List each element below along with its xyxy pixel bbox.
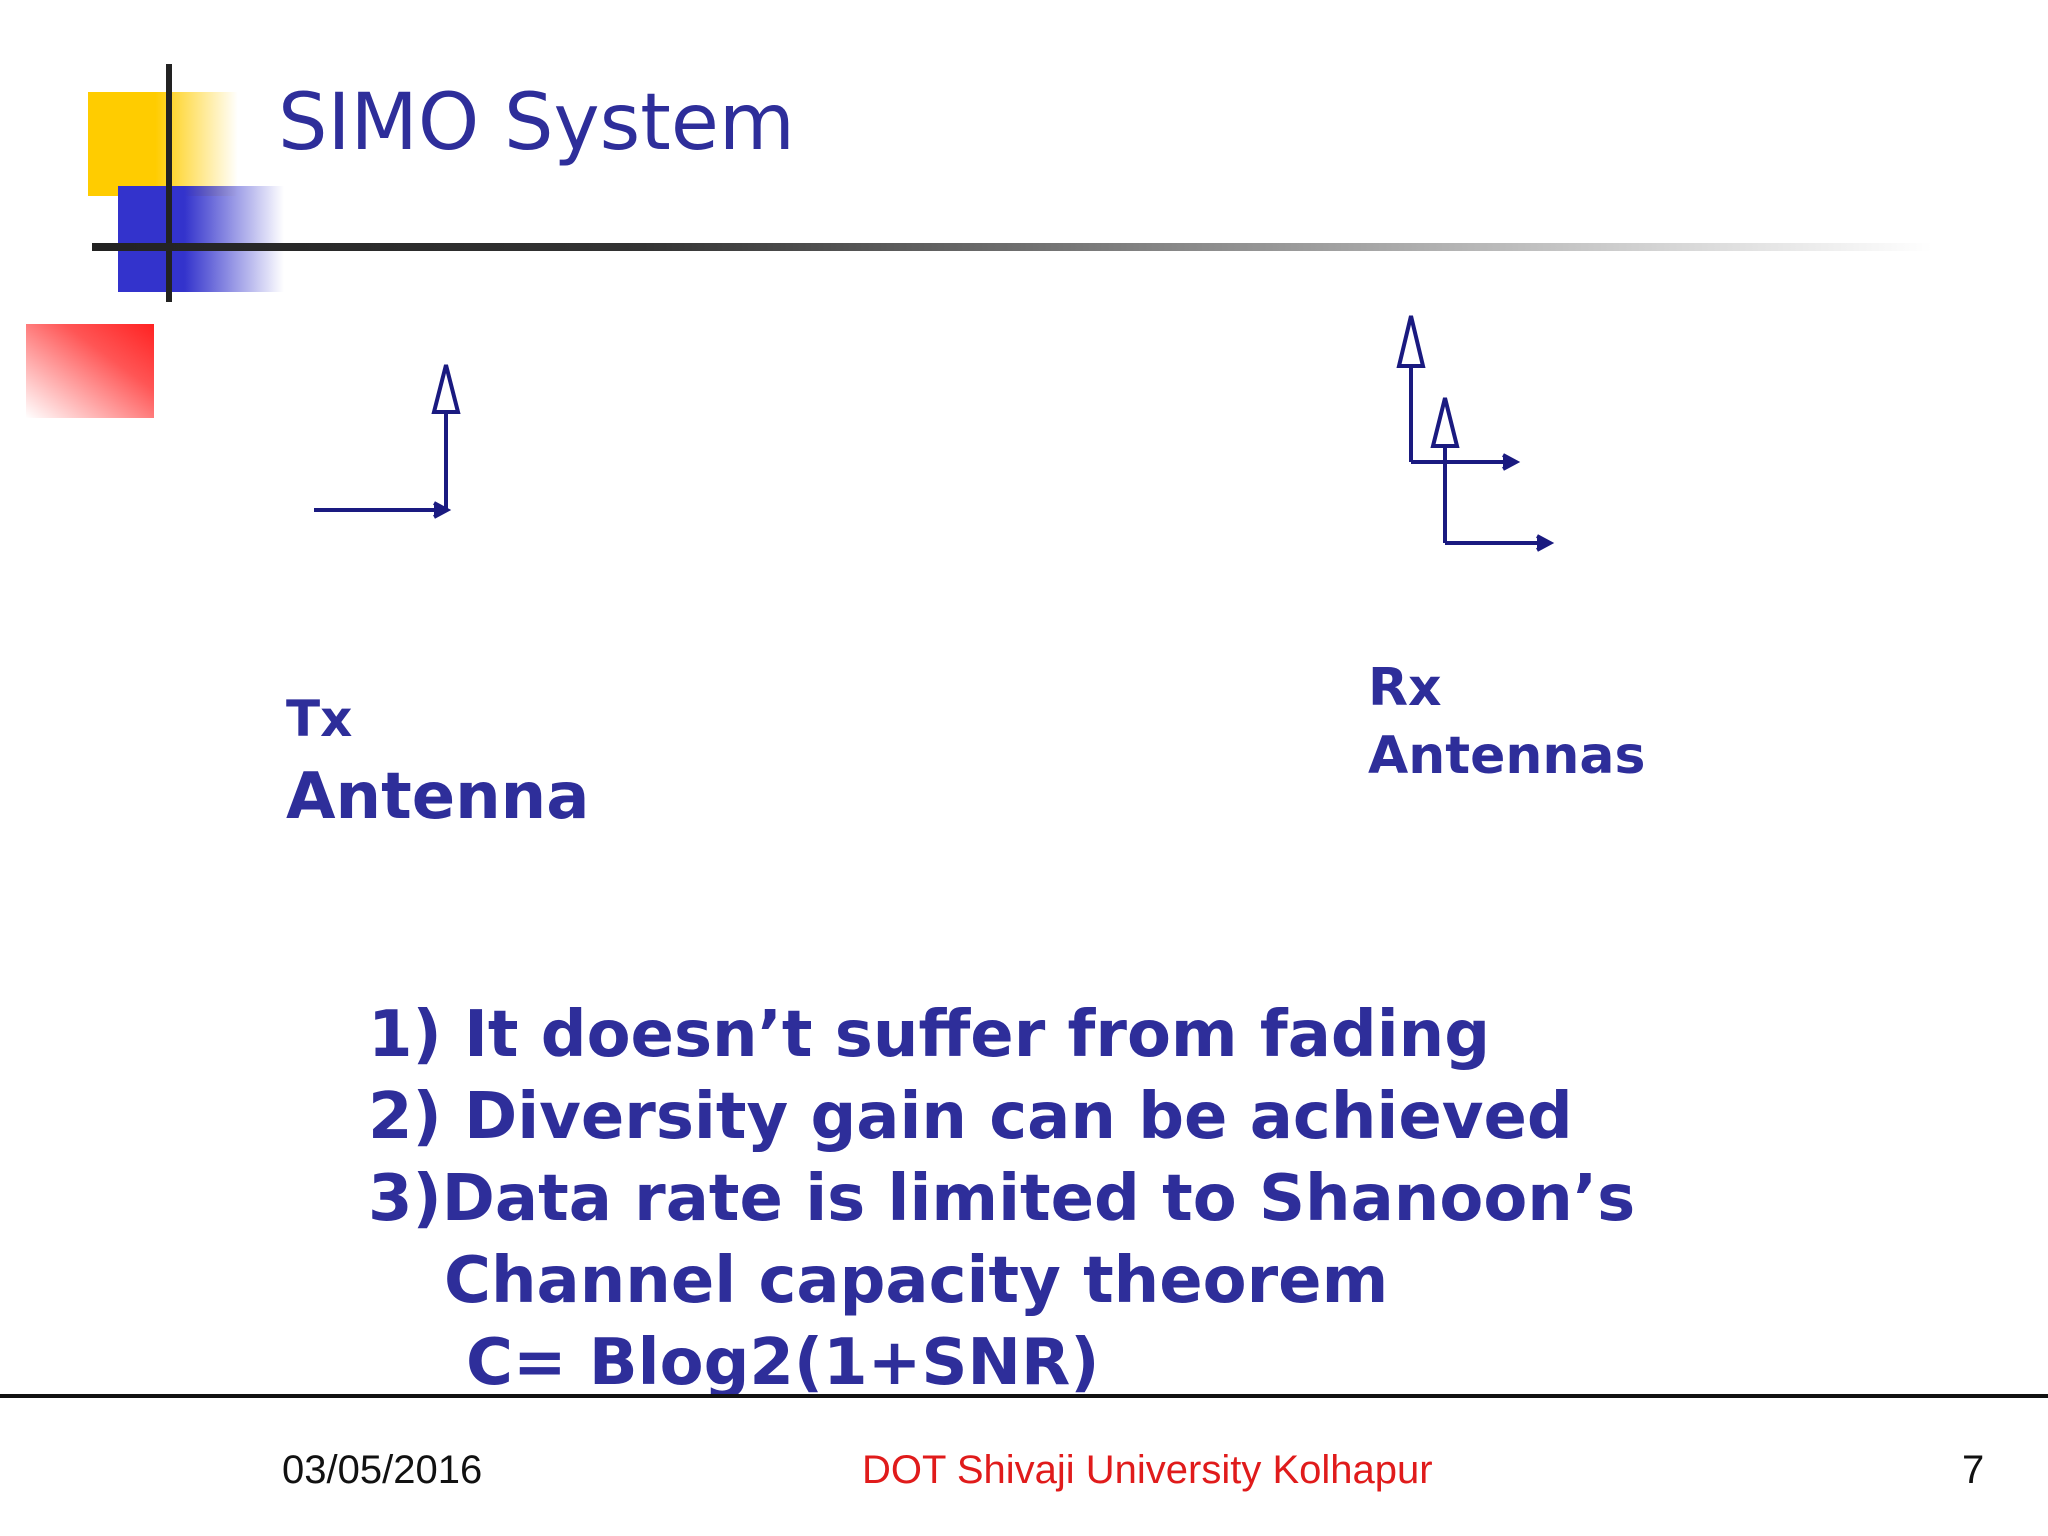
red-square xyxy=(26,324,154,418)
footer-page-number: 7 xyxy=(1962,1448,1985,1492)
tx-antenna-label: Antenna xyxy=(286,760,590,834)
capacity-formula: C= Blog2(1+SNR) xyxy=(466,1326,1100,1400)
footer-date: 03/05/2016 xyxy=(282,1448,483,1492)
blue-square xyxy=(118,186,284,292)
point-3-continued: Channel capacity theorem xyxy=(444,1244,1389,1318)
rx-label: Rx xyxy=(1368,658,1442,718)
footer-org: DOT Shivaji University Kolhapur xyxy=(862,1448,1433,1492)
vertical-rule xyxy=(166,64,172,302)
rx-antenna-icon-1 xyxy=(1396,315,1521,471)
slide-title: SIMO System xyxy=(278,78,795,168)
point-2: 2) Diversity gain can be achieved xyxy=(368,1080,1573,1154)
rx-antennas-label: Antennas xyxy=(1368,726,1646,786)
title-underline xyxy=(92,243,1932,251)
point-1: 1) It doesn’t suffer from fading xyxy=(368,998,1491,1072)
tx-label: Tx xyxy=(286,690,353,748)
footer-rule xyxy=(0,1394,2048,1398)
tx-antenna-icon xyxy=(314,364,461,519)
yellow-square xyxy=(88,92,238,196)
point-3: 3)Data rate is limited to Shanoon’s xyxy=(368,1162,1636,1236)
rx-antenna-icon-2 xyxy=(1430,397,1555,552)
